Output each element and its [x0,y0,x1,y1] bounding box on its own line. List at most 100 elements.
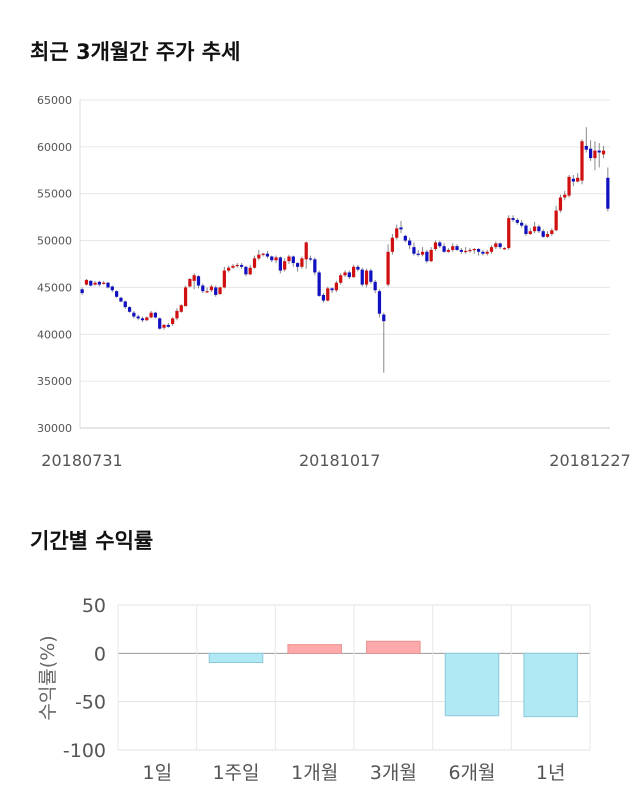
candle-body [196,276,201,286]
return-bar [208,652,264,664]
y-tick-label: -50 [75,692,106,714]
candle-body [451,246,455,250]
candle-body [563,194,567,198]
candle-body [334,282,338,291]
candle-body [399,227,403,230]
x-tick-label: 20181227 [549,451,630,470]
candle-body [175,310,179,319]
candle-body [520,222,524,226]
candle-body [425,251,429,262]
candle-body [127,307,132,312]
candle-body [352,266,356,278]
candle-body [515,219,519,223]
candle-body [494,243,498,248]
candle-body [252,258,257,268]
y-tick-label: -100 [63,740,106,762]
candle-body [502,248,507,250]
candle-body [192,275,196,281]
candle-body [576,177,580,182]
candle-body [420,251,425,255]
candle-body [433,242,438,250]
y-tick-label: 45000 [37,281,72,294]
y-tick-label: 50000 [37,235,72,248]
candle-body [601,150,606,155]
candle-body [459,249,463,252]
candle-body [403,235,407,241]
candle-body [106,282,110,288]
candle-body [442,246,446,252]
candle-body [283,261,287,270]
candle-body [485,251,489,254]
candle-body [205,291,209,293]
y-tick-label: 60000 [37,141,72,154]
candle-body [257,254,261,259]
candle-body [188,278,192,287]
candle-body [115,291,119,297]
candle-body [136,316,140,319]
candle-body [489,247,494,252]
candle-body [201,285,205,292]
candle-body [481,251,485,254]
candle-body [265,253,270,257]
candle-body [84,279,89,285]
price-candlestick-chart: 65000 60000 55000 50000 45000 40000 35000 30000… [37,94,631,470]
candle-body [580,141,584,181]
candle-body [132,312,136,317]
x-tick-label: 20180731 [41,451,122,470]
return-bar [523,652,578,718]
candle-body [554,210,558,231]
candle-body [369,270,373,282]
return-bar [444,652,500,717]
candle-body [214,287,218,295]
candle-body [347,272,351,278]
candle-body [158,318,162,329]
candle-body [97,281,102,285]
candle-body [541,231,545,237]
y-tick-label: 30000 [37,422,72,435]
candle-body [416,253,420,255]
candle-body [102,282,106,284]
candle-body [382,314,386,322]
candle-body [278,257,282,271]
candle-body [408,240,412,246]
candle-body [321,294,326,301]
candle-body [166,324,170,327]
y-tick-label: 35000 [37,375,72,388]
candle-body [438,242,442,247]
candle-body [239,264,244,267]
candle-body [386,251,390,285]
candle-body [330,288,334,291]
candle-body [339,275,343,283]
candle-body [110,286,114,291]
candle-body [222,270,226,288]
y-tick-label: 55000 [37,188,72,201]
candle-body [140,318,145,321]
candle-body [235,264,239,267]
candle-body [291,256,295,264]
candle-body [476,249,481,252]
candle-body [528,231,532,235]
candle-body [304,242,308,260]
candle-body [270,256,274,261]
candle-body [93,282,97,285]
category-label: 3개월 [370,762,417,784]
candle-body [545,234,550,237]
candle-body [300,258,304,267]
candle-body [153,312,158,318]
candle-body [537,226,541,232]
candle-body [360,269,364,285]
candle-body [550,230,554,235]
x-tick-label: 20181017 [299,451,380,470]
y-tick-label: 65000 [37,94,72,107]
candle-body [606,177,610,209]
category-label: 1주일 [212,762,259,784]
candle-body [558,197,563,211]
candle-body [317,272,321,296]
candle-body [287,256,291,262]
y-tick-label: 0 [94,643,106,665]
candle-body [571,178,575,182]
candle-body [377,291,382,314]
returns-title: 기간별 수익률 [30,529,154,553]
candle-body [227,267,231,271]
